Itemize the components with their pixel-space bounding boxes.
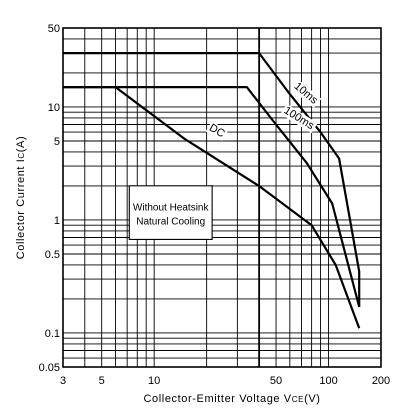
x-tick-label: 200 [372, 375, 390, 387]
plot-frame [62, 27, 382, 368]
x-tick-label: 10 [148, 375, 160, 387]
annotation-line-1: Without Heatsink [133, 203, 210, 214]
y-tick-label: 0.1 [45, 328, 60, 340]
x-axis-label-unit: (V) [304, 393, 320, 405]
x-axis-label: Collector-Emitter Voltage VCE(V) [143, 393, 320, 405]
x-axis-label-main: Collector-Emitter Voltage V [143, 393, 291, 405]
series-100ms-line [63, 85, 361, 308]
grid [63, 28, 381, 367]
x-axis-label-sub: CE [292, 395, 304, 404]
y-axis-label: Collector Current IC(A) [15, 136, 27, 260]
x-tick-labels: 3 5 10 50 100 200 [60, 375, 390, 387]
y-tick-label: 0.05 [39, 362, 60, 374]
y-tick-label: 50 [48, 23, 60, 35]
y-tick-label: 0.5 [45, 249, 60, 261]
curves [63, 51, 361, 329]
x-tick-label: 5 [99, 375, 105, 387]
x-tick-label: 100 [319, 375, 337, 387]
y-axis-label-unit: (A) [15, 136, 27, 152]
series-label-background [290, 79, 322, 108]
series-10ms-line [63, 51, 361, 307]
annotation-line-2: Natural Cooling [136, 217, 205, 228]
y-tick-label: 5 [54, 136, 60, 148]
y-tick-label: 10 [48, 102, 60, 114]
x-tick-label: 3 [60, 375, 66, 387]
y-axis-label-main: Collector Current I [15, 159, 27, 260]
series-dc-line [63, 85, 361, 329]
series-label-background [280, 103, 318, 134]
y-tick-label: 1 [54, 215, 60, 227]
annotation-frame [128, 185, 213, 240]
series-label-background [205, 121, 229, 141]
x-tick-label: 50 [270, 375, 282, 387]
annotation-box: Without Heatsink Natural Cooling [128, 185, 213, 240]
y-tick-labels: 0.05 0.1 0.5 1 5 10 50 [39, 23, 60, 374]
y-axis-label-sub: C [17, 152, 26, 158]
